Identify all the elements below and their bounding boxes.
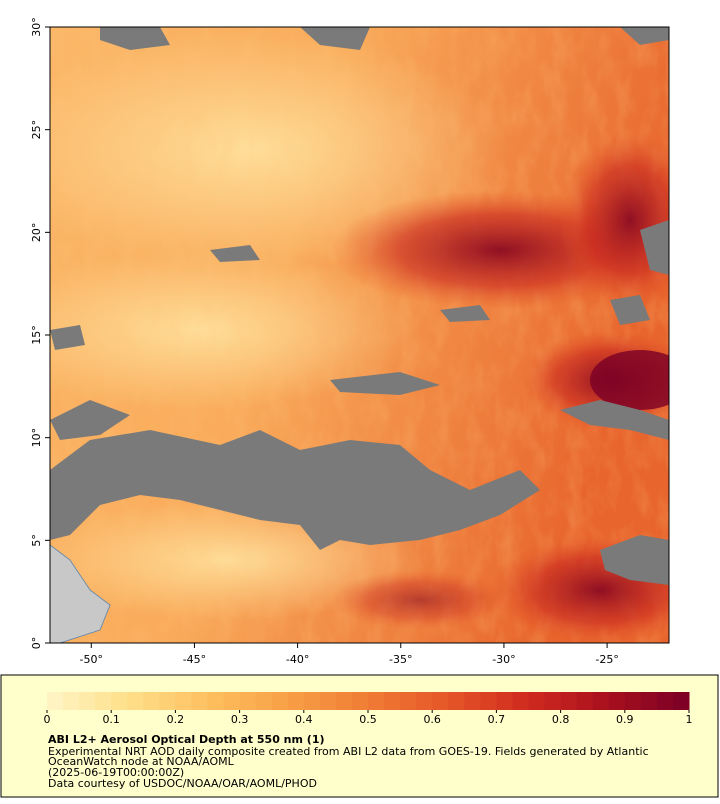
colorbar-tick-label: 0.3 [231,713,249,726]
y-tick-label: 10° [30,428,43,448]
colorbar-swatch [368,692,385,710]
colorbar-swatch [95,692,112,710]
colorbar-tick-label: 0.4 [295,713,313,726]
x-tick-label: -30° [492,653,515,666]
colorbar-tick-label: 0.2 [167,713,185,726]
colorbar-swatch [416,692,433,710]
colorbar-swatch [592,692,610,710]
colorbar-swatch [335,692,353,710]
colorbar-swatch [271,692,289,710]
colorbar-tick-label: 0 [44,713,51,726]
colorbar-swatch [464,692,481,710]
colorbar-swatch [63,692,80,710]
colorbar-swatch [207,692,225,710]
colorbar-swatch [656,692,674,710]
legend-line: OceanWatch node at NOAA/AOML [48,755,235,768]
y-tick-label: 15° [30,325,43,345]
map-raster [50,27,669,643]
y-tick-label: 25° [30,120,43,140]
colorbar-swatch [528,692,546,710]
colorbar-swatch [127,692,144,710]
colorbar-swatch [351,692,369,710]
cloud-mask [50,27,669,585]
colorbar-swatch [79,692,96,710]
colorbar-swatch [223,692,241,710]
legend-line: Experimental NRT AOD daily composite cre… [48,745,649,758]
colorbar-swatch [560,692,578,710]
legend-title: ABI L2+ Aerosol Optical Depth at 550 nm … [48,733,325,746]
colorbar-tick-label: 0.6 [423,713,441,726]
colorbar-swatch [239,692,257,710]
y-tick-label: 30° [30,17,43,37]
colorbar-tick-label: 1 [686,713,693,726]
x-tick-label: -40° [286,653,309,666]
colorbar-swatch [319,692,337,710]
colorbar-swatch [111,692,128,710]
colorbar-swatch [432,692,449,710]
y-tick-label: 5° [30,534,43,547]
x-tick-label: -25° [595,653,618,666]
y-tick-label: 0° [30,637,43,650]
colorbar-swatch [480,692,497,710]
colorbar-swatch [608,692,626,710]
colorbar-swatch [303,692,321,710]
colorbar-swatch [175,692,192,710]
x-tick-label: -45° [183,653,206,666]
colorbar-tick-label: 0.8 [552,713,570,726]
colorbar-swatch [672,692,690,710]
colorbar-swatch [159,692,176,710]
colorbar-swatch [191,692,208,710]
legend-line: (2025-06-19T00:00:00Z) [48,766,184,779]
legend-line: Data courtesy of USDOC/NOAA/OAR/AOML/PHO… [48,777,317,790]
colorbar-swatch [448,692,465,710]
colorbar: 0 0.1 0.2 0.3 0.4 0.5 0.6 0.7 0.8 0.9 1 [44,692,693,726]
colorbar-swatch [576,692,594,710]
colorbar-swatch [400,692,417,710]
colorbar-swatch [47,692,64,710]
colorbar-swatch [544,692,562,710]
colorbar-swatch [624,692,642,710]
colorbar-swatch [512,692,529,710]
colorbar-swatch [496,692,513,710]
colorbar-swatch [640,692,658,710]
colorbar-swatch [255,692,273,710]
y-tick-label: 20° [30,223,43,243]
x-tick-label: -35° [389,653,412,666]
colorbar-tick-label: 0.7 [488,713,506,726]
colorbar-swatch [384,692,401,710]
land [50,544,111,643]
colorbar-swatch [143,692,160,710]
colorbar-tick-label: 0.9 [616,713,634,726]
colorbar-tick-label: 0.1 [102,713,120,726]
x-tick-label: -50° [80,653,103,666]
colorbar-tick-label: 0.5 [359,713,377,726]
colorbar-swatch [287,692,305,710]
